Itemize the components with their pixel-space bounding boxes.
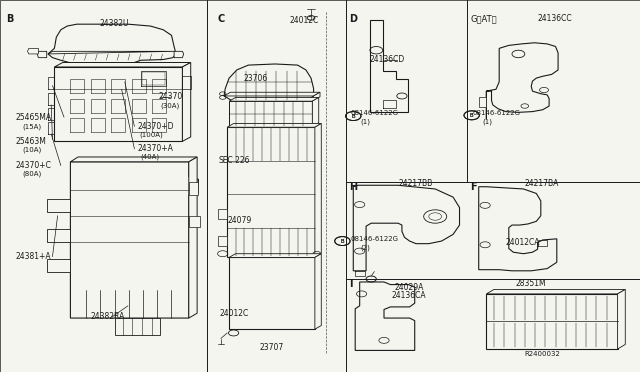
Text: F: F — [470, 182, 477, 192]
Text: 24029A: 24029A — [395, 283, 424, 292]
Polygon shape — [174, 51, 184, 58]
Polygon shape — [28, 48, 38, 54]
Polygon shape — [355, 282, 415, 350]
Polygon shape — [315, 124, 321, 257]
Polygon shape — [479, 97, 486, 107]
Polygon shape — [224, 92, 320, 96]
Text: 24012CA: 24012CA — [506, 238, 540, 247]
Text: 24382U: 24382U — [99, 19, 129, 28]
Text: 24370+C: 24370+C — [16, 161, 52, 170]
Text: 28351M: 28351M — [515, 279, 546, 288]
Polygon shape — [218, 209, 227, 219]
Text: D: D — [349, 14, 357, 24]
Text: 08146-6122G: 08146-6122G — [472, 110, 520, 116]
Polygon shape — [189, 216, 200, 227]
Polygon shape — [115, 318, 160, 335]
Text: 24079: 24079 — [227, 216, 252, 225]
Text: 24136CA: 24136CA — [392, 291, 426, 300]
Polygon shape — [227, 124, 321, 127]
Polygon shape — [353, 185, 460, 271]
Polygon shape — [312, 97, 319, 126]
Text: H: H — [349, 182, 357, 192]
Polygon shape — [370, 20, 408, 112]
Text: B: B — [340, 238, 344, 244]
Text: 24136CC: 24136CC — [538, 14, 572, 23]
Text: (10A): (10A) — [22, 146, 42, 153]
Polygon shape — [618, 289, 625, 349]
Polygon shape — [224, 64, 314, 100]
Text: (1): (1) — [482, 119, 492, 125]
Polygon shape — [315, 254, 321, 329]
Text: 24217BA: 24217BA — [525, 179, 559, 187]
Text: B: B — [470, 113, 474, 118]
Polygon shape — [486, 289, 625, 294]
Text: B: B — [351, 113, 355, 119]
Text: B: B — [470, 113, 474, 118]
Text: B: B — [6, 14, 14, 24]
Polygon shape — [229, 97, 319, 101]
Text: 24012C: 24012C — [290, 16, 319, 25]
Text: (40A): (40A) — [141, 154, 160, 160]
Text: I: I — [349, 279, 352, 289]
Text: 08146-6122G: 08146-6122G — [351, 236, 399, 242]
Text: G〈AT〉: G〈AT〉 — [470, 14, 497, 23]
Polygon shape — [54, 62, 191, 67]
Polygon shape — [229, 257, 315, 329]
Text: 24370+A: 24370+A — [138, 144, 173, 153]
Text: B: B — [351, 113, 355, 119]
Text: 24012C: 24012C — [220, 309, 249, 318]
Polygon shape — [70, 157, 197, 162]
Polygon shape — [47, 199, 70, 212]
Text: 24217BB: 24217BB — [398, 179, 433, 187]
Polygon shape — [48, 24, 176, 64]
Text: R2400032: R2400032 — [525, 351, 561, 357]
Text: 24136CD: 24136CD — [370, 55, 405, 64]
Polygon shape — [229, 101, 312, 126]
Text: 24370: 24370 — [159, 92, 183, 101]
Text: (15A): (15A) — [22, 123, 42, 130]
Text: C: C — [218, 14, 225, 24]
Polygon shape — [486, 43, 558, 119]
Polygon shape — [47, 259, 70, 272]
Polygon shape — [37, 51, 47, 58]
Polygon shape — [189, 182, 198, 195]
Polygon shape — [486, 294, 618, 349]
Text: 23707: 23707 — [259, 343, 284, 352]
Text: (1): (1) — [360, 119, 371, 125]
Polygon shape — [48, 51, 174, 54]
Polygon shape — [229, 254, 321, 257]
Polygon shape — [182, 62, 191, 141]
Text: (100A): (100A) — [140, 131, 163, 138]
Text: (2): (2) — [360, 244, 370, 251]
Text: 25465MA: 25465MA — [16, 113, 52, 122]
Polygon shape — [70, 162, 198, 318]
Polygon shape — [479, 187, 557, 271]
Text: 08146-6122G: 08146-6122G — [351, 110, 399, 116]
Text: SEC.226: SEC.226 — [219, 156, 250, 165]
Text: 25463M: 25463M — [16, 137, 47, 146]
Polygon shape — [54, 67, 182, 141]
Text: 24381+A: 24381+A — [16, 252, 52, 261]
Polygon shape — [189, 157, 197, 318]
Polygon shape — [314, 92, 320, 100]
Text: B: B — [340, 238, 344, 244]
Text: (30A): (30A) — [160, 103, 179, 109]
Polygon shape — [227, 127, 315, 257]
Text: 24370+D: 24370+D — [138, 122, 174, 131]
Text: (80A): (80A) — [22, 171, 42, 177]
Polygon shape — [218, 236, 227, 246]
Text: 24382RA: 24382RA — [91, 312, 125, 321]
Polygon shape — [47, 229, 70, 242]
Text: 23706: 23706 — [243, 74, 268, 83]
